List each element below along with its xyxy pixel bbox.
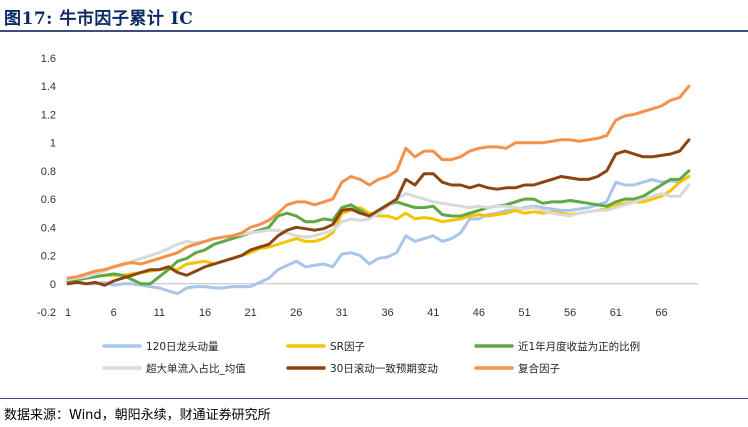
series-line	[66, 169, 691, 286]
legend-label: 近1年月度收益为正的比例	[518, 340, 640, 353]
series-line	[66, 175, 691, 283]
y-tick-label: -0.2	[37, 307, 56, 319]
series-line	[66, 84, 691, 280]
legend-label: 120日龙头动量	[146, 340, 219, 353]
y-tick-label: 0.4	[41, 222, 56, 234]
x-tick-label: 26	[290, 307, 302, 319]
y-axis-labels: -0.2 0 0.2 0.4 0.6 0.8 1 1.2 1.4 1.6	[37, 53, 56, 319]
y-tick-label: 1	[50, 138, 56, 150]
x-tick-label: 66	[655, 307, 667, 319]
x-tick-label: 36	[381, 307, 393, 319]
legend-label: 30日滚动一致预期变动	[330, 362, 438, 375]
y-tick-label: 0	[50, 279, 56, 291]
series-lines	[66, 84, 691, 296]
y-tick-label: 1.2	[41, 109, 56, 121]
x-tick-label: 46	[473, 307, 485, 319]
source-note: 数据来源：Wind，朝阳永续，财通证券研究所	[4, 408, 271, 423]
y-tick-label: 1.4	[41, 81, 56, 93]
y-tick-label: 0.6	[41, 194, 56, 206]
x-axis: 1 6 11 16 21 26 31 36 41 46 51 56 61 66	[65, 283, 698, 319]
title-rule	[0, 30, 748, 32]
source-rule	[0, 398, 748, 399]
x-tick-label: 11	[154, 307, 165, 319]
x-tick-label: 1	[65, 307, 71, 319]
series-line	[66, 183, 691, 281]
x-tick-label: 31	[336, 307, 348, 319]
x-tick-label: 21	[244, 307, 256, 319]
x-tick-label: 6	[111, 307, 117, 319]
x-tick-label: 51	[518, 307, 530, 319]
x-tick-label: 41	[427, 307, 439, 319]
y-tick-label: 0.2	[41, 251, 56, 263]
x-tick-label: 16	[199, 307, 211, 319]
figure-title: 图17: 牛市因子累计 IC	[4, 9, 194, 29]
x-tick-label: 61	[610, 307, 622, 319]
legend-label: 复合因子	[518, 362, 560, 375]
y-tick-label: 0.8	[41, 166, 56, 178]
x-tick-label: 56	[564, 307, 576, 319]
cumulative-ic-chart: -0.200.20.40.60.811.21.41.6 1 6 11 16 21 26 31…	[37, 53, 698, 375]
legend-label: 超大单流入占比_均值	[146, 362, 246, 375]
series-line	[66, 138, 691, 287]
series-line	[66, 175, 691, 296]
legend-label: SR因子	[330, 341, 365, 353]
y-tick-label: 1.6	[41, 53, 56, 65]
